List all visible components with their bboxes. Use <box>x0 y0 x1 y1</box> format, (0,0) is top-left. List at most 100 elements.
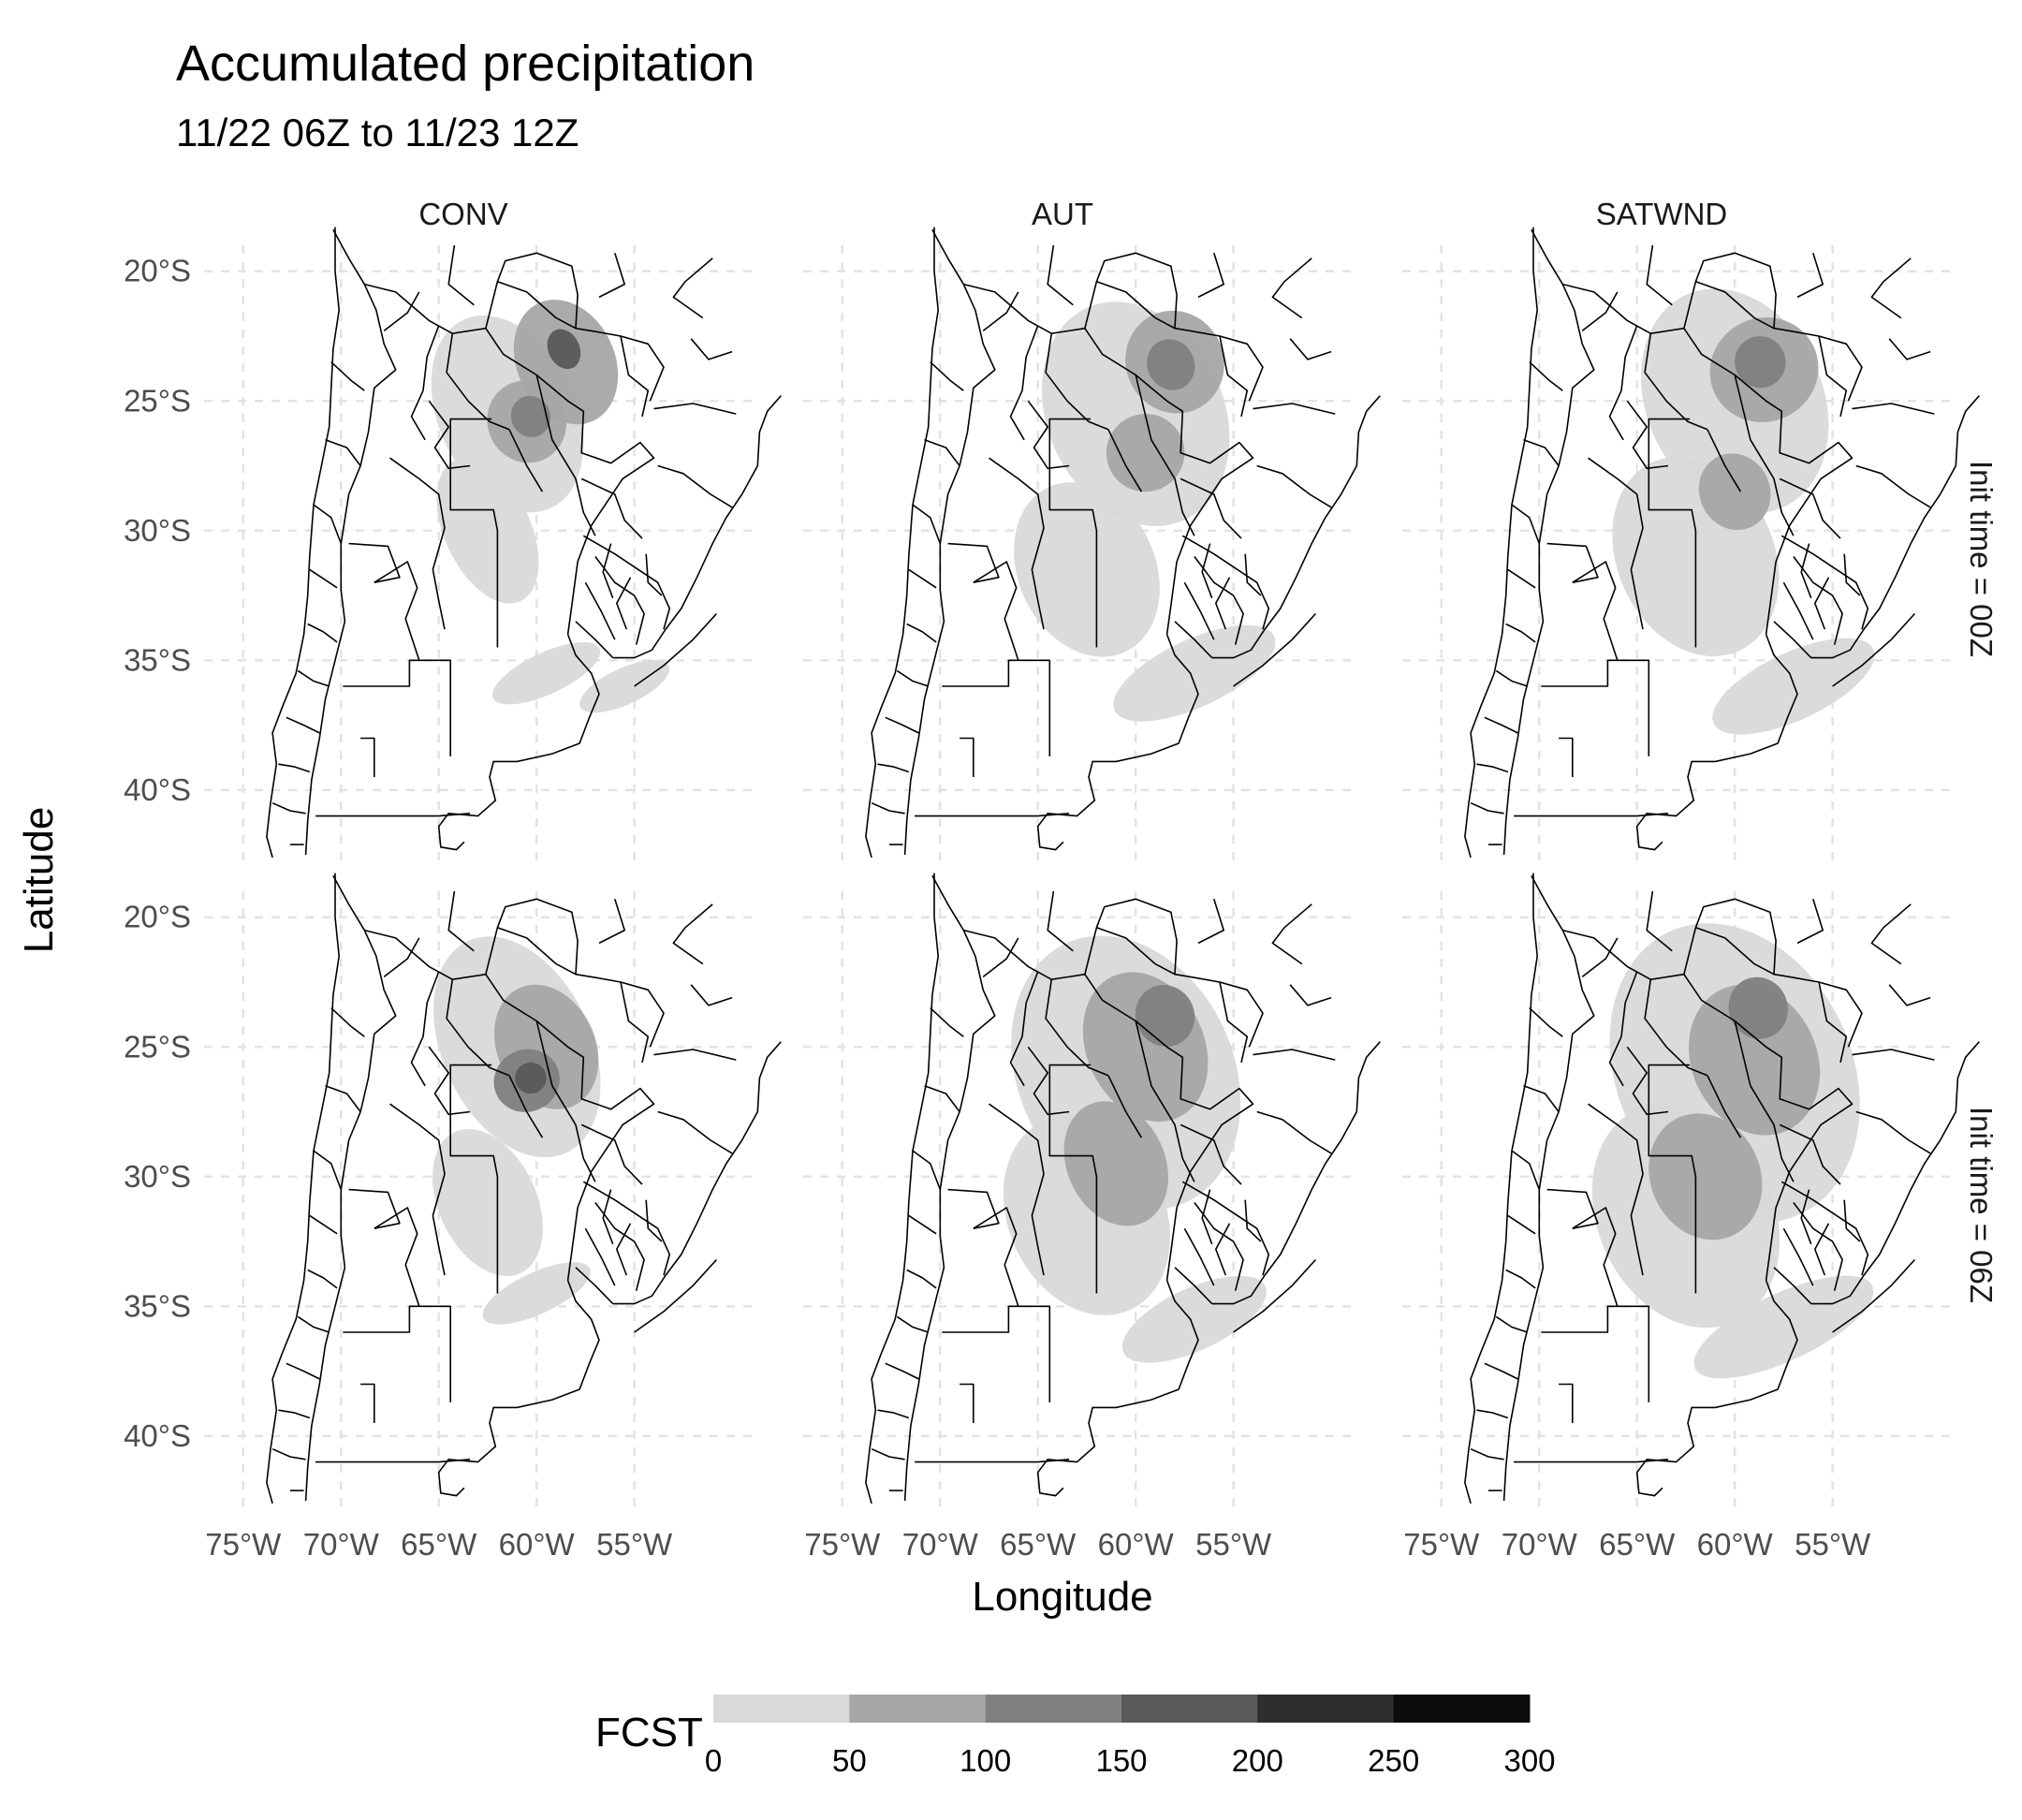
coastline <box>1211 395 1381 659</box>
x-tick-label: 65°W <box>1000 1527 1077 1562</box>
political-border <box>982 937 1019 978</box>
x-tick-label: 60°W <box>499 1527 576 1562</box>
political-border <box>908 568 937 589</box>
x-tick-label: 55°W <box>1795 1527 1871 1562</box>
political-border <box>657 464 733 508</box>
coastline <box>865 227 940 859</box>
precip-contour-level-1 <box>1648 1113 1763 1240</box>
political-border <box>653 1049 737 1061</box>
coastline <box>1464 873 1539 1504</box>
political-border <box>973 561 1019 661</box>
political-border <box>871 801 905 815</box>
political-border <box>1782 581 1814 640</box>
political-border <box>912 504 942 544</box>
political-border <box>348 542 401 583</box>
political-border <box>343 659 451 756</box>
political-border <box>508 1075 544 1138</box>
political-border <box>1707 429 1742 492</box>
political-border <box>1779 477 1841 539</box>
political-border <box>1793 556 1843 645</box>
political-border <box>906 1269 937 1289</box>
political-border <box>410 325 440 441</box>
map-panel-conv-00z <box>204 227 782 868</box>
political-border <box>271 801 306 815</box>
political-border <box>1470 1447 1504 1460</box>
political-border <box>360 737 375 777</box>
political-border <box>1546 1188 1599 1229</box>
political-border <box>1814 577 1830 630</box>
political-border <box>360 1383 375 1423</box>
political-border <box>912 1150 942 1190</box>
political-border <box>1523 1085 1560 1112</box>
political-border <box>1779 1123 1841 1185</box>
map-panel-aut-06z <box>803 873 1381 1514</box>
political-border <box>309 1214 338 1235</box>
x-tick-label: 75°W <box>804 1527 881 1562</box>
political-border <box>343 1305 451 1402</box>
precip-contour-level-2 <box>1135 985 1195 1047</box>
political-border <box>1852 1049 1935 1061</box>
political-border <box>1818 335 1863 402</box>
political-border <box>1219 335 1264 402</box>
political-border <box>885 1362 919 1380</box>
panels <box>204 227 1980 1514</box>
political-border <box>1048 418 1098 648</box>
political-border <box>1289 338 1332 360</box>
political-border <box>1219 981 1264 1048</box>
legend-break-label: 200 <box>1232 1743 1283 1778</box>
y-tick-label: 25°S <box>124 1029 191 1064</box>
political-border <box>1495 669 1528 687</box>
precip-contour-level-0 <box>1121 1275 1267 1363</box>
precip-contour-level-0 <box>482 1262 591 1325</box>
political-border <box>1215 577 1231 630</box>
political-border <box>645 553 663 596</box>
y-tick-label: 40°S <box>124 772 191 807</box>
political-border <box>602 543 614 599</box>
precip-contour-level-2 <box>1728 976 1788 1039</box>
political-border <box>947 542 1000 583</box>
political-border <box>1814 1223 1830 1276</box>
precip-contour-level-0 <box>1693 1275 1874 1379</box>
political-border <box>1588 457 1644 630</box>
political-border <box>1009 971 1039 1087</box>
political-border <box>304 229 397 856</box>
political-border <box>389 1103 446 1276</box>
y-tick-label: 20°S <box>124 254 191 288</box>
x-tick-label: 60°W <box>1098 1527 1175 1562</box>
political-border <box>877 763 910 773</box>
political-border <box>428 400 471 470</box>
political-border <box>616 1223 632 1276</box>
political-border <box>330 1007 365 1037</box>
political-border <box>1045 979 1109 1077</box>
political-border <box>348 1188 401 1229</box>
x-tick-label: 65°W <box>401 1527 477 1562</box>
political-border <box>447 244 475 306</box>
political-border <box>1843 553 1861 596</box>
coastline <box>634 612 717 687</box>
coastline <box>437 634 600 851</box>
political-border <box>1773 621 1812 659</box>
political-border <box>598 253 625 299</box>
political-border <box>286 716 320 734</box>
political-border <box>1096 281 1176 330</box>
political-border <box>1782 1227 1814 1286</box>
x-tick-label: 75°W <box>205 1527 282 1562</box>
x-tick-label: 55°W <box>1195 1527 1272 1562</box>
legend-swatch <box>849 1695 987 1723</box>
strip-row-1: Init time = 00Z <box>1964 461 1999 657</box>
political-border <box>1683 898 1848 1064</box>
precip-contour-level-2 <box>1147 339 1195 390</box>
political-border <box>1683 252 1848 418</box>
political-border <box>582 535 671 630</box>
precip-contour-level-1 <box>1698 453 1771 531</box>
coastline <box>1464 227 1539 859</box>
precip-contour-level-0 <box>432 1128 543 1277</box>
political-border <box>1174 621 1213 659</box>
political-border <box>1253 403 1336 415</box>
political-border <box>1818 981 1863 1048</box>
political-border <box>620 981 665 1048</box>
political-border <box>449 1064 499 1294</box>
political-border <box>1183 1227 1215 1286</box>
x-tick-label: 65°W <box>1599 1527 1676 1562</box>
